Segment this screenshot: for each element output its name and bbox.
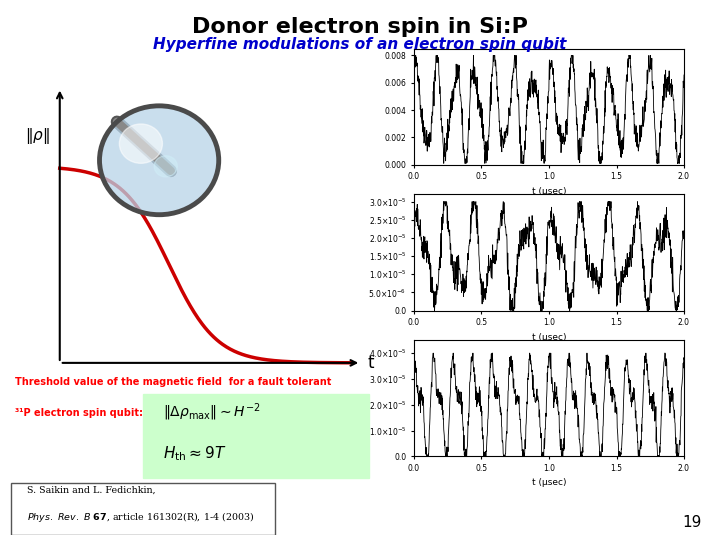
- Text: Donor electron spin in Si:P: Donor electron spin in Si:P: [192, 17, 528, 37]
- Text: $\it{Phys.\ Rev.\ B}$ $\mathbf{67}$, article 161302(R), 1-4 (2003): $\it{Phys.\ Rev.\ B}$ $\mathbf{67}$, art…: [27, 510, 254, 524]
- X-axis label: t (μsec): t (μsec): [532, 478, 566, 488]
- Text: ³¹P electron spin qubit:: ³¹P electron spin qubit:: [15, 408, 143, 418]
- Text: 19: 19: [683, 515, 702, 530]
- Text: $H_{\mathrm{th}} \approx 9T$: $H_{\mathrm{th}} \approx 9T$: [163, 444, 226, 463]
- FancyBboxPatch shape: [11, 483, 276, 535]
- Circle shape: [120, 124, 163, 163]
- Text: Hyperfine modulations of an electron spin qubit: Hyperfine modulations of an electron spi…: [153, 37, 567, 52]
- Text: t: t: [368, 354, 374, 372]
- X-axis label: t (μsec): t (μsec): [532, 333, 566, 342]
- Text: $\|\rho\|$: $\|\rho\|$: [25, 126, 50, 146]
- Circle shape: [101, 107, 217, 213]
- FancyBboxPatch shape: [143, 394, 369, 478]
- Text: Threshold value of the magnetic field  for a fault tolerant: Threshold value of the magnetic field fo…: [15, 377, 331, 388]
- Text: $\|\Delta\rho_{\mathrm{max}}\| \sim H^{-2}$: $\|\Delta\rho_{\mathrm{max}}\| \sim H^{-…: [163, 402, 260, 423]
- Circle shape: [154, 156, 177, 177]
- X-axis label: t (μsec): t (μsec): [532, 187, 566, 196]
- Text: S. Saikin and L. Fedichkin,: S. Saikin and L. Fedichkin,: [27, 486, 156, 495]
